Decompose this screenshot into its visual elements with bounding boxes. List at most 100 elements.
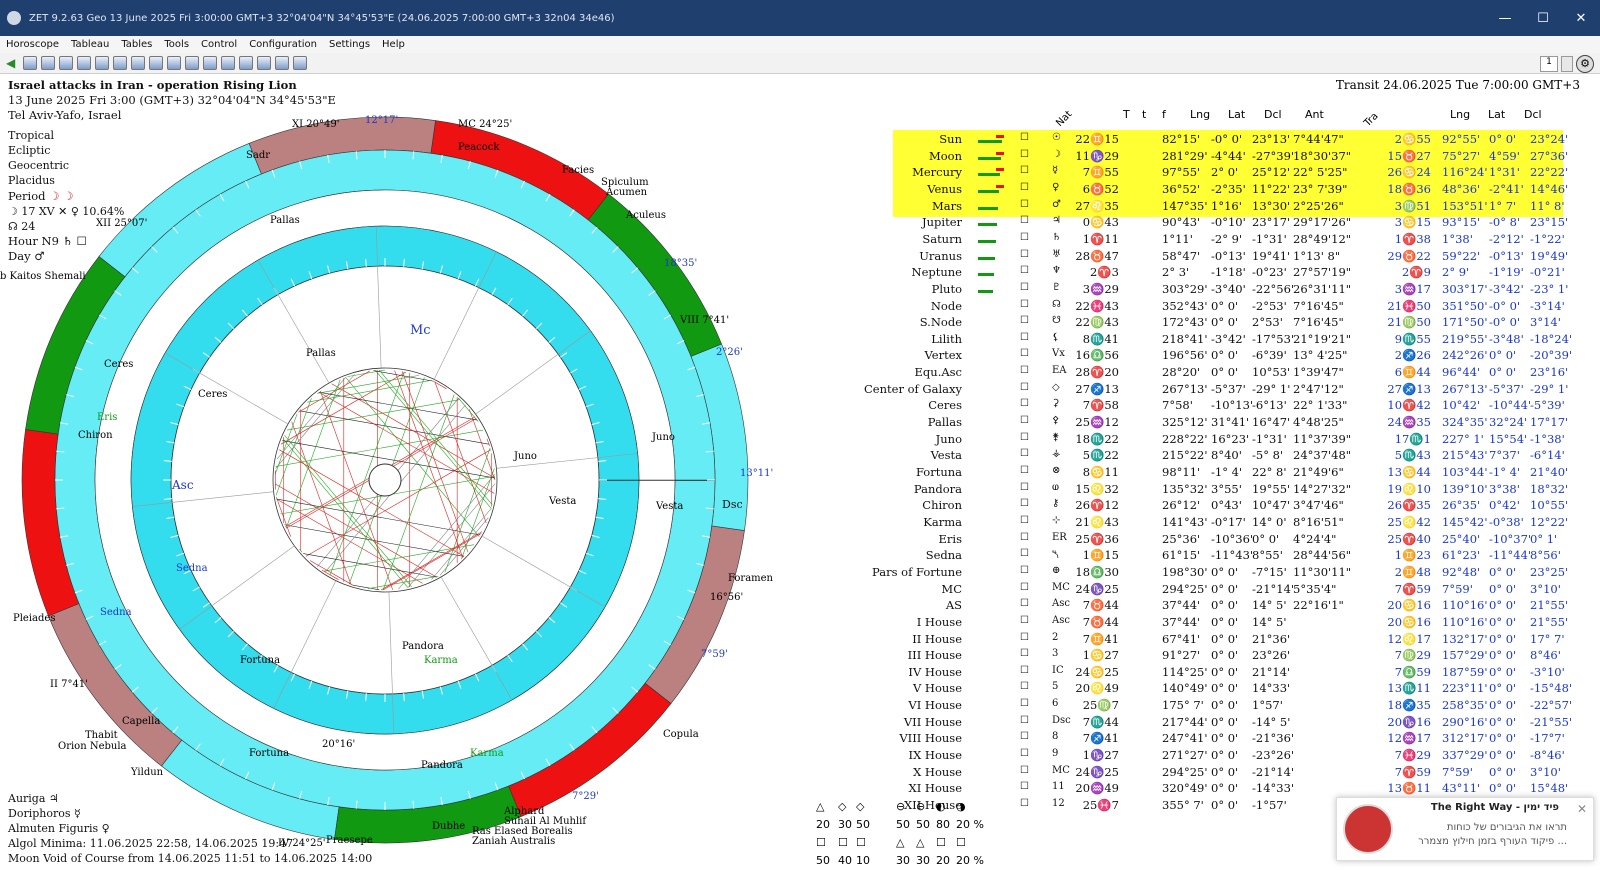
row-strength-bar-red xyxy=(996,135,1004,138)
aspect-line xyxy=(275,374,355,469)
aspect-line xyxy=(433,380,447,390)
menu-horoscope[interactable]: Horoscope xyxy=(6,39,59,50)
horoscope-wheel[interactable]: Asc Mc Dsc Peacock Facies Spiculum Acume… xyxy=(0,75,870,870)
row-transit-dcl: -6°14' xyxy=(1530,448,1565,463)
row-dcl: 23°13' xyxy=(1252,132,1291,146)
toolbar-book-icon[interactable] xyxy=(167,56,182,70)
toolbar-run-icon[interactable] xyxy=(293,56,308,70)
row-transit-dcl: 11° 8' xyxy=(1530,198,1565,213)
menu-tableau[interactable]: Tableau xyxy=(70,39,110,50)
aspect-line xyxy=(401,371,469,553)
star-peacock: Peacock xyxy=(458,142,500,153)
col-lat2: Lat xyxy=(1488,108,1506,121)
notification-popup[interactable]: The Right Way - פיד ימין תראו את הגיבורי… xyxy=(1336,797,1594,861)
back-arrow-icon[interactable]: ◀ xyxy=(6,56,16,70)
degree-tick xyxy=(257,297,263,305)
row-lng: 355° 7' xyxy=(1162,798,1204,812)
degree-tick xyxy=(166,440,175,444)
cusp-ii: II 7°41' xyxy=(50,679,88,690)
row-glyph: 5 xyxy=(1052,681,1059,693)
menu-settings[interactable]: Settings xyxy=(329,39,371,50)
degree-tick xyxy=(355,800,358,809)
row-transit-dcl: -3°10' xyxy=(1530,664,1565,679)
toolbar-aspect-icon[interactable] xyxy=(131,56,146,70)
toolbar-table-icon[interactable] xyxy=(23,56,38,70)
pandora-outer: Pandora xyxy=(421,760,463,771)
row-natal-pos: 27♌35 xyxy=(1075,198,1119,213)
row-lng: 140°49' xyxy=(1162,681,1208,696)
row-natal-pos: 7♉44 xyxy=(1082,614,1119,629)
row-transit-dcl: -22°57' xyxy=(1530,698,1573,713)
degree-tick xyxy=(271,169,276,178)
degree-tick xyxy=(114,664,122,670)
row-natal-pos: 21♌43 xyxy=(1075,514,1119,529)
degree-tick xyxy=(507,655,513,663)
step-input[interactable]: 1 xyxy=(1540,56,1558,72)
row-transit-lng: 223°11' xyxy=(1442,681,1488,696)
degree-tick xyxy=(569,743,575,751)
toolbar-wheel-icon[interactable] xyxy=(59,56,74,70)
row-name: Node xyxy=(930,298,962,313)
row-transit-lat: 0° 0' xyxy=(1489,365,1517,380)
degree-tick xyxy=(290,278,296,287)
toolbar-print-icon[interactable] xyxy=(149,56,164,70)
hour-ruler: Hour N9 ♄ ☐ xyxy=(8,234,87,248)
row-lng: 28°20' xyxy=(1162,365,1201,380)
row-transit-dcl: 8°56' xyxy=(1530,548,1561,563)
row-dcl: 23°17' xyxy=(1252,215,1291,230)
degree-tick xyxy=(170,422,179,426)
degree-tick xyxy=(56,450,65,453)
row-glyph: EA xyxy=(1052,365,1067,377)
toolbar-grid-icon[interactable] xyxy=(113,56,128,70)
degree-tick xyxy=(412,800,415,809)
toolbar-zoom-icon[interactable] xyxy=(257,56,272,70)
toolbar-transit-icon[interactable] xyxy=(203,56,218,70)
asc-label: Asc xyxy=(171,478,194,492)
row-ant: 18°30'37" xyxy=(1293,148,1352,163)
row-natal-pos: 18♎30 xyxy=(1075,564,1119,579)
toolbar-dial-icon[interactable] xyxy=(221,56,236,70)
menu-tables[interactable]: Tables xyxy=(121,39,153,50)
degree-tick xyxy=(151,246,158,253)
minimize-icon[interactable]: — xyxy=(1498,10,1512,26)
degree-tick xyxy=(412,151,415,160)
close-icon[interactable]: ✕ xyxy=(1576,802,1587,816)
degree-tick xyxy=(705,450,714,453)
settings-gear-icon[interactable]: ⚙ xyxy=(1576,55,1594,73)
row-natal-pos: 18♏22 xyxy=(1075,431,1119,446)
degree-tick xyxy=(522,309,529,317)
aspect-lines xyxy=(132,226,638,734)
row-transit-lng: 48°36' xyxy=(1442,181,1481,196)
row-transit-pos: 21♍50 xyxy=(1387,315,1431,330)
row-lat: 1°16' xyxy=(1211,198,1242,213)
close-icon[interactable]: ✕ xyxy=(1575,10,1587,26)
degree-tick xyxy=(585,403,594,408)
degree-tick xyxy=(151,707,158,714)
aspect-symbol-icon: ◐ xyxy=(936,800,946,813)
toolbar-map-icon[interactable] xyxy=(95,56,110,70)
row-dcl: -27°39' xyxy=(1252,148,1295,163)
row-glyph: MC xyxy=(1052,581,1070,593)
toolbar-circle-icon[interactable] xyxy=(239,56,254,70)
menu-control[interactable]: Control xyxy=(201,39,238,50)
star-aculeus: Aculeus xyxy=(625,210,666,221)
step-spinner[interactable] xyxy=(1561,56,1573,72)
row-transit-pos: 13♏11 xyxy=(1387,681,1431,696)
row-lng: 281°29' xyxy=(1162,148,1208,163)
menu-tools[interactable]: Tools xyxy=(164,39,190,50)
toolbar-chart-icon[interactable] xyxy=(77,56,92,70)
row-transit-lat: 0°42' xyxy=(1489,498,1520,513)
row-box-icon: ☐ xyxy=(1020,398,1029,410)
toolbar-tools-icon[interactable] xyxy=(275,56,290,70)
row-lng: 90°43' xyxy=(1162,215,1201,230)
degree-tick xyxy=(474,278,480,287)
menu-help[interactable]: Help xyxy=(382,39,405,50)
toolbar-calendar-icon[interactable] xyxy=(185,56,200,70)
row-transit-dcl: -17°7' xyxy=(1530,731,1565,746)
toolbar-globe-icon[interactable] xyxy=(41,56,56,70)
degree-tick xyxy=(457,271,462,280)
menu-configuration[interactable]: Configuration xyxy=(249,39,318,50)
wheel-rings xyxy=(21,116,749,844)
row-name: XII House xyxy=(904,798,962,812)
maximize-icon[interactable]: ☐ xyxy=(1537,10,1549,26)
